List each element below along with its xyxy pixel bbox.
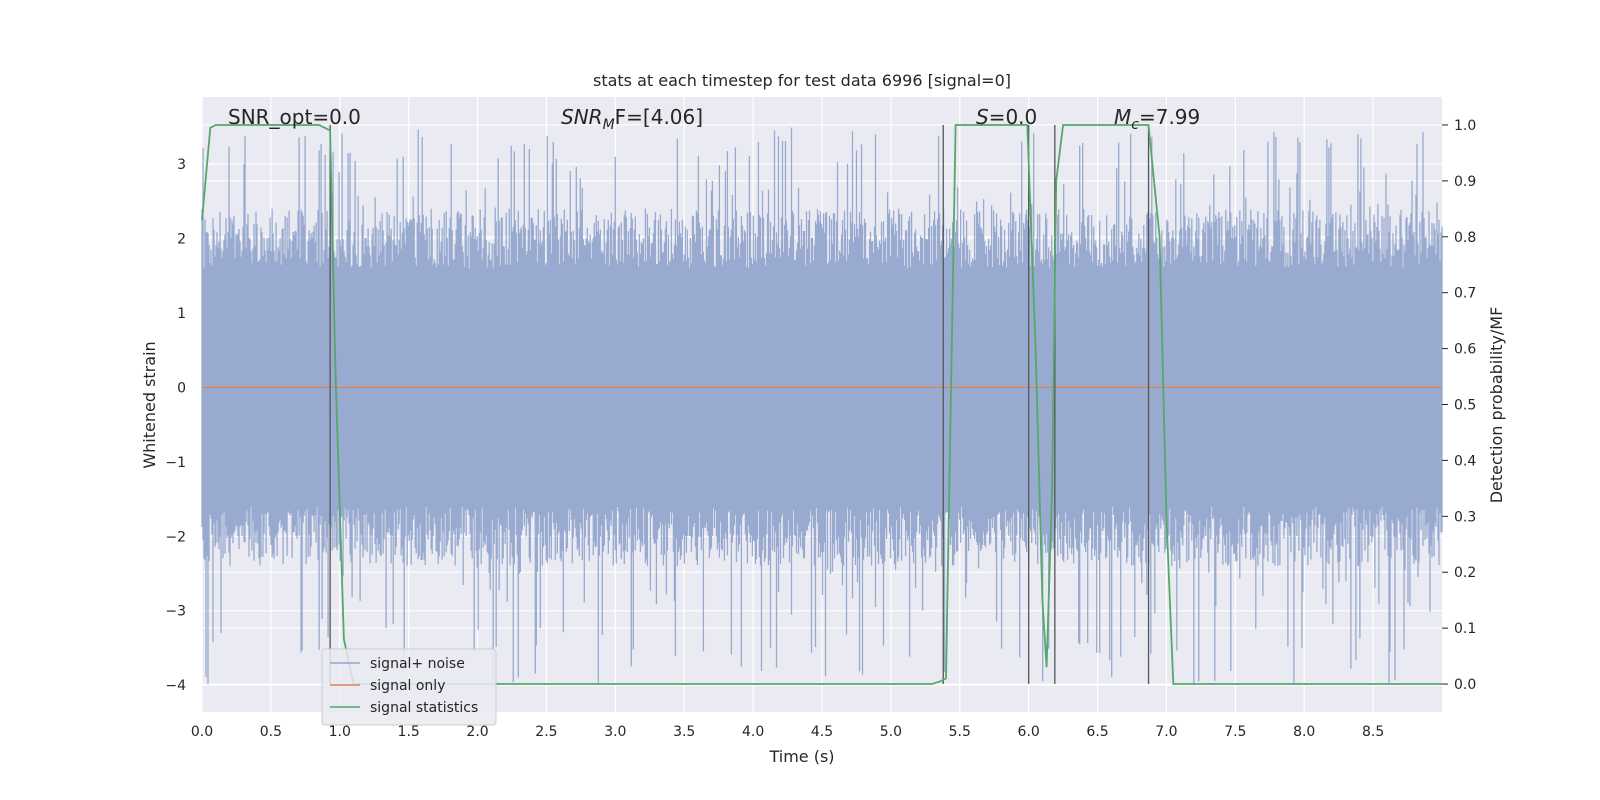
y2-axis-label: Detection probability/MF xyxy=(1487,307,1506,504)
annotation-snr-mf-main: SNR xyxy=(561,105,603,129)
y2-tick-label: 0.9 xyxy=(1454,174,1476,190)
x-tick-label: 2.5 xyxy=(535,724,557,740)
y2-tick-label: 0.7 xyxy=(1454,286,1476,302)
x-tick-label: 0.5 xyxy=(260,724,282,740)
y-tick-label: 1 xyxy=(177,306,186,322)
chart-title: stats at each timestep for test data 699… xyxy=(593,71,1011,90)
annotation-s-tail: =0.0 xyxy=(989,105,1038,129)
x-tick-label: 5.5 xyxy=(949,724,971,740)
x-tick-label: 1.5 xyxy=(398,724,420,740)
x-tick-label: 3.5 xyxy=(673,724,695,740)
annotation-s-main: S xyxy=(976,105,989,129)
legend-label-noise: signal+ noise xyxy=(370,656,465,672)
y2-tick-label: 0.3 xyxy=(1454,509,1476,525)
x-tick-label: 4.5 xyxy=(811,724,833,740)
x-tick-label: 1.0 xyxy=(329,724,351,740)
y2-tick-label: 0.5 xyxy=(1454,398,1476,414)
x-tick-label: 3.0 xyxy=(604,724,626,740)
y2-ticks: 1.0 0.9 0.8 0.7 0.6 0.5 0.4 0.3 0.2 0.1 0.0 xyxy=(1442,118,1476,693)
x-tick-label: 5.0 xyxy=(880,724,902,740)
x-tick-label: 7.0 xyxy=(1155,724,1177,740)
y-tick-label: −4 xyxy=(165,678,186,694)
x-tick-label: 4.0 xyxy=(742,724,764,740)
annotation-s: S=0.0 xyxy=(976,105,1037,129)
y-tick-label: 3 xyxy=(177,157,186,173)
x-axis-label: Time (s) xyxy=(768,747,834,766)
x-tick-label: 2.0 xyxy=(466,724,488,740)
legend-label-statistics: signal statistics xyxy=(370,700,478,716)
y-tick-label: −3 xyxy=(165,604,186,620)
x-tick-label: 6.0 xyxy=(1018,724,1040,740)
y2-tick-label: 0.1 xyxy=(1454,621,1476,637)
y-tick-label: −1 xyxy=(165,455,186,471)
y2-tick-label: 0.2 xyxy=(1454,565,1476,581)
x-tick-label: 8.5 xyxy=(1362,724,1384,740)
x-tick-label: 0.0 xyxy=(191,724,213,740)
y-tick-label: 0 xyxy=(177,380,186,396)
annotation-snr-mf-sub: M xyxy=(603,117,615,133)
y-ticks: 3 2 1 0 −1 −2 −3 −4 xyxy=(165,157,186,694)
legend-box xyxy=(321,648,497,726)
vertical-lines xyxy=(329,124,1150,685)
y2-tick-label: 1.0 xyxy=(1454,118,1476,134)
annotation-snr-mf-tail: F=[4.06] xyxy=(615,105,703,129)
legend-label-signal-only: signal only xyxy=(370,678,445,694)
y-axis-label: Whitened strain xyxy=(140,341,159,468)
x-tick-label: 7.5 xyxy=(1224,724,1246,740)
x-ticks: 0.0 0.5 1.0 1.5 2.0 2.5 3.0 3.5 4.0 4.5 5.0 5.5 6.0 6… xyxy=(191,724,1384,740)
y2-tick-label: 0.8 xyxy=(1454,230,1476,246)
y2-tick-label: 0.4 xyxy=(1454,453,1476,469)
x-tick-label: 6.5 xyxy=(1086,724,1108,740)
signal-statistics-line xyxy=(201,124,1442,685)
annotation-mc-tail: =7.99 xyxy=(1139,105,1200,129)
annotation-mc-sub: c xyxy=(1131,117,1139,133)
x-tick-label: 8.0 xyxy=(1293,724,1315,740)
legend: signal+ noise signal only signal statist… xyxy=(321,648,497,726)
y-tick-label: −2 xyxy=(165,529,186,545)
y2-tick-label: 0.0 xyxy=(1454,677,1476,693)
annotation-mc-main: M xyxy=(1114,105,1131,129)
y2-tick-label: 0.6 xyxy=(1454,342,1476,358)
annotation-snr-mf: SNRMF=[4.06] xyxy=(561,105,703,133)
annotation-snr-opt: SNR_opt=0.0 xyxy=(228,105,361,129)
annotation-mc: Mc=7.99 xyxy=(1114,105,1200,133)
y-tick-label: 2 xyxy=(177,231,186,247)
